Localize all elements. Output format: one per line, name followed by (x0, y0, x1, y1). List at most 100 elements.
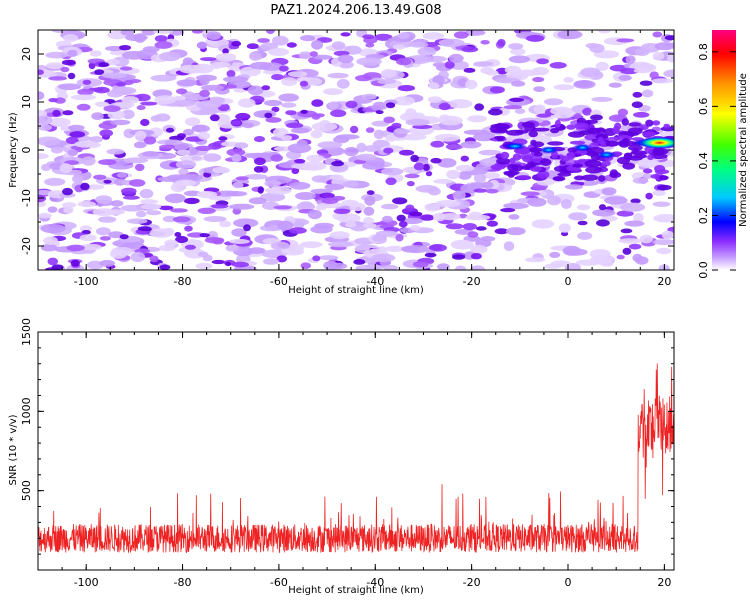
spectrogram-cell (384, 245, 405, 252)
spectrogram-cell (657, 184, 672, 191)
spectrogram-cell (139, 188, 154, 199)
spectrogram-cell (164, 239, 178, 247)
y-tick-label: 500 (20, 480, 33, 501)
spectrogram-cell (460, 155, 469, 162)
spectrogram-cell (430, 140, 445, 148)
spectrogram-cell (375, 110, 384, 115)
spectrogram-cell (374, 33, 393, 41)
spectrogram-cell (312, 255, 321, 262)
spectrogram-cell (323, 88, 343, 96)
spectrogram-cell (156, 139, 183, 145)
spectrogram-cell (338, 61, 354, 69)
spectrogram-cell (425, 170, 433, 177)
snr-y-axis: 500 1000 1500 (20, 318, 674, 571)
spectrogram-cell (196, 100, 222, 110)
spectrogram-cell (76, 103, 91, 111)
spectrogram-cell (49, 117, 71, 127)
spectrogram-cell (440, 213, 461, 221)
spectrogram-cell (558, 223, 571, 233)
spectrogram-cell (561, 155, 570, 162)
y-tick-label: 1000 (20, 397, 33, 425)
spectrogram-cell (365, 127, 375, 133)
spectrogram-cell (129, 179, 146, 187)
spectrogram-cell (488, 108, 503, 116)
spectrogram-cell (80, 182, 90, 191)
spectrogram-cell (120, 66, 133, 71)
spectrogram-cell (330, 109, 347, 118)
spectrogram-cell (618, 75, 632, 81)
spectrogram-cell (54, 97, 66, 104)
spectrogram-cell (660, 126, 674, 132)
spectrogram-cell (574, 175, 585, 181)
colorbar-tick-label: 0.4 (697, 152, 710, 170)
spectrogram-cell (363, 145, 380, 152)
spectrogram-cell (625, 55, 636, 64)
spectrogram-cell (592, 209, 616, 217)
spectrogram-cell (594, 254, 607, 265)
spectrogram-cell (531, 127, 550, 132)
spectrogram-cell (573, 80, 596, 89)
spectrogram-cell (428, 82, 440, 90)
spectrogram-cell (121, 96, 139, 104)
spectrogram-cell (365, 42, 375, 48)
spectrogram-cell (382, 215, 393, 223)
spectrogram-cell (591, 138, 600, 143)
spectrogram-cell (134, 163, 145, 172)
spectrogram-cell (601, 160, 611, 167)
spectrogram-cell (38, 153, 49, 160)
spectrogram-cell (169, 208, 188, 213)
spectrogram-cell (568, 212, 588, 221)
colorbar-tick-label: 0.8 (697, 43, 710, 61)
spectrogram-cell (142, 46, 160, 53)
spectrogram-cell (69, 131, 86, 138)
spectrogram-cell (581, 174, 599, 181)
spectrogram-cell (461, 46, 479, 53)
spectrogram-cell (398, 221, 408, 228)
spectrogram-cell (285, 110, 297, 116)
x-tick-label: -80 (174, 275, 192, 288)
spectrogram-cell (229, 239, 250, 244)
x-tick-label: -40 (366, 275, 384, 288)
spectrogram-cell (159, 144, 176, 150)
spectrogram-cell (291, 163, 309, 169)
spectrogram-cell (270, 154, 283, 162)
x-tick-label: -20 (463, 576, 481, 589)
spectrogram-cell (130, 252, 146, 262)
spectrogram-cell (478, 149, 502, 156)
spectrogram-cell (527, 197, 547, 207)
spectrogram-cell (259, 62, 284, 71)
spectrogram-cell (79, 243, 103, 251)
spectrogram-cell (500, 151, 510, 159)
spectrogram-cell (628, 156, 643, 161)
spectrogram-cell (263, 258, 279, 265)
spectrogram-cell (244, 174, 268, 180)
spectrogram-cell (424, 252, 437, 258)
spectrogram-cell (395, 233, 404, 242)
spectrogram-cell (653, 214, 674, 223)
spectrogram-cell (165, 127, 175, 133)
spectrogram-cell (329, 231, 350, 240)
spectrogram-cell (356, 142, 367, 153)
spectrogram-cell (525, 257, 546, 263)
spectrogram-cell (494, 228, 509, 235)
spectrogram-cell (95, 227, 111, 236)
spectrogram-x-label: Height of straight line (km) (288, 285, 424, 296)
colorbar-gradient (712, 30, 736, 270)
spectrogram-cell (281, 102, 297, 108)
spectrogram-cell (248, 247, 266, 255)
spectrogram-cell (467, 231, 479, 238)
spectrogram-cell (203, 216, 227, 222)
spectrogram-cell (71, 175, 84, 183)
snr-x-axis: -100 -80 -60 -40 -20 0 20 (37, 332, 671, 589)
spectrogram-cell (199, 89, 211, 97)
spectrogram-cell (175, 160, 197, 169)
spectrogram-cell (289, 227, 307, 234)
spectrogram-cell (219, 220, 232, 228)
spectrogram-cell (664, 35, 674, 41)
spectrogram-cell (222, 48, 229, 55)
spectrogram-cell (70, 94, 97, 101)
spectrogram-cell (235, 176, 249, 181)
spectrogram-cell (254, 157, 266, 166)
spectrogram-cell (110, 200, 124, 207)
spectrogram-cell (38, 115, 53, 125)
